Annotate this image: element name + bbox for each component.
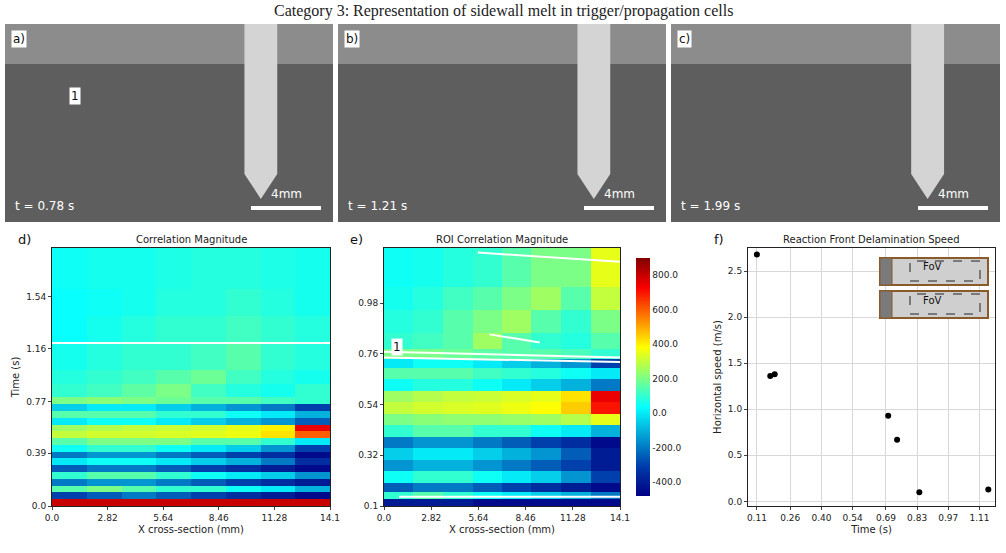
svg-text:2.82: 2.82 [421,513,441,523]
svg-text:Correlation Magnitude: Correlation Magnitude [136,234,247,245]
svg-text:-200.0: -200.0 [652,443,681,453]
svg-text:8.46: 8.46 [209,513,229,523]
svg-text:0.54: 0.54 [843,513,863,523]
svg-text:ROI Correlation Magnitude: ROI Correlation Magnitude [436,234,568,245]
svg-text:0.77: 0.77 [26,397,46,407]
svg-text:4mm: 4mm [271,187,302,201]
svg-text:5.64: 5.64 [153,513,173,523]
svg-text:0.5: 0.5 [728,450,742,460]
svg-text:0.40: 0.40 [811,513,831,523]
svg-text:b): b) [346,32,358,46]
svg-text:200.0: 200.0 [652,374,678,384]
svg-text:5.64: 5.64 [468,513,488,523]
svg-text:800.0: 800.0 [652,270,678,280]
svg-text:Time (s): Time (s) [10,357,21,399]
svg-text:0.54: 0.54 [358,400,378,410]
svg-text:600.0: 600.0 [652,305,678,315]
svg-text:1.11: 1.11 [969,513,989,523]
svg-text:X cross-section (mm): X cross-section (mm) [449,524,555,535]
svg-text:Category 3: Representation of: Category 3: Representation of sidewall m… [274,2,733,20]
svg-text:FoV: FoV [923,295,942,306]
svg-text:14.1: 14.1 [320,513,340,523]
svg-text:t = 1.99 s: t = 1.99 s [681,199,740,213]
svg-text:1.0: 1.0 [728,404,743,414]
svg-text:0.0: 0.0 [652,408,667,418]
svg-text:0.76: 0.76 [358,349,378,359]
svg-text:X cross-section (mm): X cross-section (mm) [138,524,244,535]
svg-text:4mm: 4mm [938,187,969,201]
svg-text:-400.0: -400.0 [652,477,681,487]
svg-text:0.39: 0.39 [26,448,46,458]
svg-text:0.0: 0.0 [45,513,60,523]
svg-text:0.83: 0.83 [907,513,927,523]
svg-text:Reaction Front Delamination Sp: Reaction Front Delamination Speed [783,234,960,245]
svg-text:0.0: 0.0 [728,497,743,507]
svg-text:2.5: 2.5 [728,266,742,276]
svg-text:11.28: 11.28 [560,513,586,523]
svg-text:1: 1 [393,340,401,354]
svg-text:2.82: 2.82 [98,513,118,523]
svg-text:1.54: 1.54 [26,292,46,302]
svg-text:f): f) [714,232,724,247]
svg-text:2.0: 2.0 [728,312,743,322]
svg-text:a): a) [13,32,25,46]
svg-text:e): e) [350,232,363,247]
svg-text:0.11: 0.11 [747,513,767,523]
svg-text:1.5: 1.5 [728,358,742,368]
svg-text:4mm: 4mm [604,187,635,201]
svg-text:0.98: 0.98 [358,298,378,308]
svg-text:0.69: 0.69 [876,513,896,523]
svg-text:0.26: 0.26 [780,513,800,523]
svg-text:Horizontal speed (m/s): Horizontal speed (m/s) [712,320,723,434]
svg-text:t = 1.21 s: t = 1.21 s [348,199,407,213]
svg-text:11.28: 11.28 [262,513,288,523]
svg-text:400.0: 400.0 [652,339,678,349]
svg-text:0.1: 0.1 [364,501,378,511]
svg-text:0.97: 0.97 [938,513,958,523]
svg-text:0.32: 0.32 [358,450,378,460]
svg-text:FoV: FoV [923,261,942,272]
svg-text:0.0: 0.0 [32,501,47,511]
svg-text:1: 1 [71,89,79,103]
svg-text:d): d) [18,232,31,247]
svg-text:8.46: 8.46 [516,513,536,523]
svg-text:Time (s): Time (s) [850,524,892,535]
svg-text:c): c) [679,32,690,46]
svg-text:0.0: 0.0 [377,513,392,523]
svg-text:1.16: 1.16 [26,344,46,354]
svg-text:t = 0.78 s: t = 0.78 s [15,199,74,213]
svg-text:14.1: 14.1 [610,513,630,523]
